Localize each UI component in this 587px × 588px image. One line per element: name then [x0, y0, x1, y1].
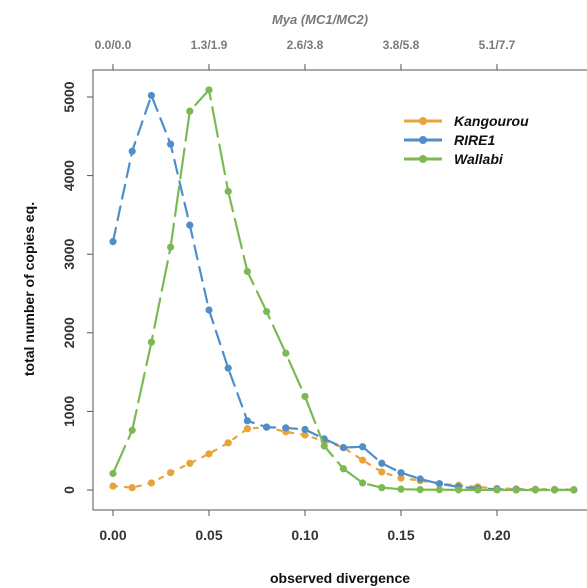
- top-tick-label: 3.8/5.8: [383, 38, 420, 52]
- top-tick-label: 0.0/0.0: [95, 38, 132, 52]
- data-point: [128, 426, 136, 434]
- data-point: [339, 465, 347, 473]
- top-tick-label: 2.6/3.8: [287, 38, 324, 52]
- data-point: [243, 417, 251, 425]
- legend-swatch-point: [419, 155, 427, 163]
- data-point: [359, 443, 367, 451]
- data-point: [263, 307, 271, 316]
- data-point: [147, 338, 155, 346]
- data-point: [416, 475, 424, 483]
- series-line: [111, 87, 575, 492]
- data-point: [378, 484, 386, 492]
- data-point: [455, 486, 463, 494]
- data-point: [359, 479, 367, 487]
- series-rire1: [109, 91, 578, 494]
- data-point: [205, 306, 213, 314]
- series-kangourou: [109, 423, 578, 494]
- y-tick-label: 2000: [61, 317, 77, 348]
- top-tick-label: 5.1/7.7: [479, 38, 516, 52]
- series-wallabi: [109, 86, 578, 494]
- data-point: [167, 140, 175, 148]
- x-axis-title: observed divergence: [270, 570, 410, 586]
- data-point: [512, 486, 520, 494]
- data-point: [282, 349, 290, 357]
- data-point: [205, 86, 213, 94]
- data-point: [186, 107, 194, 115]
- legend-label: Kangourou: [454, 113, 529, 129]
- legend-item: Kangourou: [404, 113, 529, 129]
- data-point: [397, 485, 405, 493]
- data-point: [243, 267, 251, 276]
- legend-swatch-point: [419, 117, 427, 125]
- data-point: [339, 443, 347, 452]
- data-point: [570, 486, 578, 494]
- data-point: [282, 424, 290, 432]
- x-tick-label: 0.20: [483, 527, 510, 543]
- data-point: [397, 474, 405, 482]
- data-point: [378, 468, 386, 476]
- data-point: [416, 486, 424, 494]
- legend-item: Wallabi: [404, 151, 504, 167]
- data-point: [128, 147, 136, 155]
- data-point: [224, 187, 232, 195]
- data-point: [435, 486, 443, 494]
- series-layer: [109, 86, 578, 494]
- x-tick-label: 0.15: [387, 527, 414, 543]
- data-point: [109, 238, 117, 246]
- data-point: [128, 484, 136, 492]
- data-point: [224, 364, 232, 372]
- data-point: [531, 486, 540, 494]
- plot-frame: [92, 69, 587, 511]
- y-tick-label: 1000: [61, 396, 77, 427]
- axes-layer: 0.00 0.05 0.10 0.15 0.20 0 1000 2000 3000 4000 500…: [61, 38, 516, 543]
- legend-swatch-point: [419, 136, 427, 144]
- y-tick-label: 0: [61, 486, 77, 494]
- y-axis-title: total number of copies eq.: [21, 202, 37, 376]
- data-point: [147, 479, 155, 487]
- legend-label: Wallabi: [454, 151, 504, 167]
- y-tick-label: 3000: [61, 238, 77, 269]
- x-tick-label: 0.10: [291, 527, 318, 543]
- data-point: [167, 243, 175, 251]
- data-point: [301, 431, 309, 439]
- data-point: [109, 469, 117, 478]
- top-tick-label: 1.3/1.9: [191, 38, 228, 52]
- data-point: [224, 439, 232, 447]
- data-point: [320, 442, 328, 450]
- data-point: [205, 450, 213, 458]
- legend-label: RIRE1: [454, 132, 495, 148]
- data-point: [474, 486, 482, 494]
- data-point: [243, 425, 251, 433]
- data-point: [493, 486, 501, 494]
- x-tick-label: 0.05: [195, 527, 222, 543]
- legend: Kangourou RIRE1 Wallabi: [404, 113, 529, 167]
- x-tick-label: 0.00: [99, 527, 126, 543]
- data-point: [301, 392, 309, 401]
- data-point: [263, 423, 271, 431]
- data-point: [109, 482, 117, 490]
- y-tick-label: 4000: [61, 160, 77, 191]
- data-point: [186, 459, 194, 467]
- data-point: [435, 480, 443, 488]
- data-point: [551, 486, 559, 494]
- data-point: [359, 456, 367, 464]
- data-point: [167, 469, 175, 477]
- y-tick-label: 5000: [61, 81, 77, 112]
- data-point: [186, 221, 194, 229]
- data-point: [147, 91, 155, 100]
- data-point: [378, 459, 386, 467]
- series-line: [111, 426, 575, 491]
- data-point: [301, 425, 309, 434]
- data-point: [397, 469, 405, 477]
- series-line: [111, 92, 575, 492]
- top-axis-title: Mya (MC1/MC2): [272, 12, 368, 27]
- legend-item: RIRE1: [404, 132, 495, 148]
